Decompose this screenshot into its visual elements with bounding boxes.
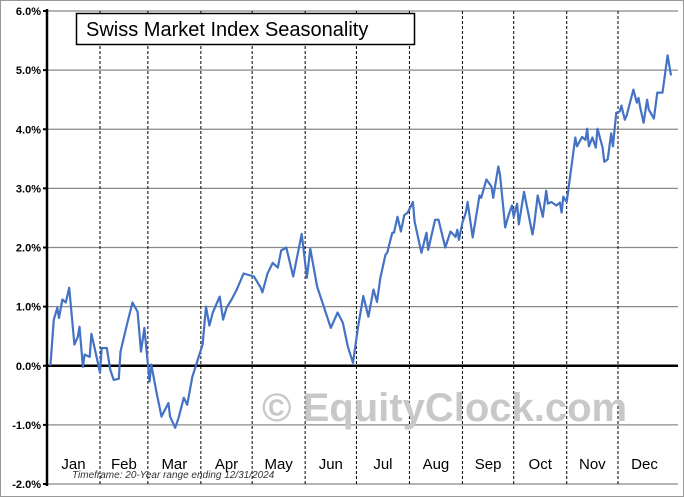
month-label: Jul: [373, 456, 392, 473]
y-tick-label: 2.0%: [16, 243, 41, 255]
title-box-border: [75, 12, 416, 46]
chart-title: Swiss Market Index Seasonality: [86, 19, 368, 41]
chart-title-box: Swiss Market Index Seasonality: [75, 12, 416, 46]
month-label: Feb: [111, 456, 137, 473]
month-label: May: [264, 456, 293, 473]
y-tick-label: 3.0%: [16, 183, 41, 195]
month-label: Apr: [215, 456, 238, 473]
y-tick-label: 5.0%: [16, 65, 41, 77]
month-label: Mar: [161, 456, 187, 473]
y-tick-label: 1.0%: [16, 302, 41, 314]
watermark: © EquityClock.com: [262, 386, 627, 430]
y-tick-label: 0.0%: [16, 361, 41, 373]
month-label: Jan: [61, 456, 85, 473]
month-label: Sep: [475, 456, 502, 473]
month-label: Dec: [631, 456, 658, 473]
y-tick-label: -1.0%: [12, 420, 41, 432]
y-tick-label: 6.0%: [16, 6, 41, 18]
series-line: [49, 54, 673, 429]
month-label: Jun: [319, 456, 343, 473]
month-label: Nov: [579, 456, 606, 473]
month-label: Oct: [529, 456, 553, 473]
y-tick-label: 4.0%: [16, 124, 41, 136]
timeframe-annotation: Timeframe: 20-Year range ending 12/31/20…: [72, 470, 275, 481]
month-label: Aug: [423, 456, 450, 473]
y-tick-label: -2.0%: [12, 479, 41, 491]
